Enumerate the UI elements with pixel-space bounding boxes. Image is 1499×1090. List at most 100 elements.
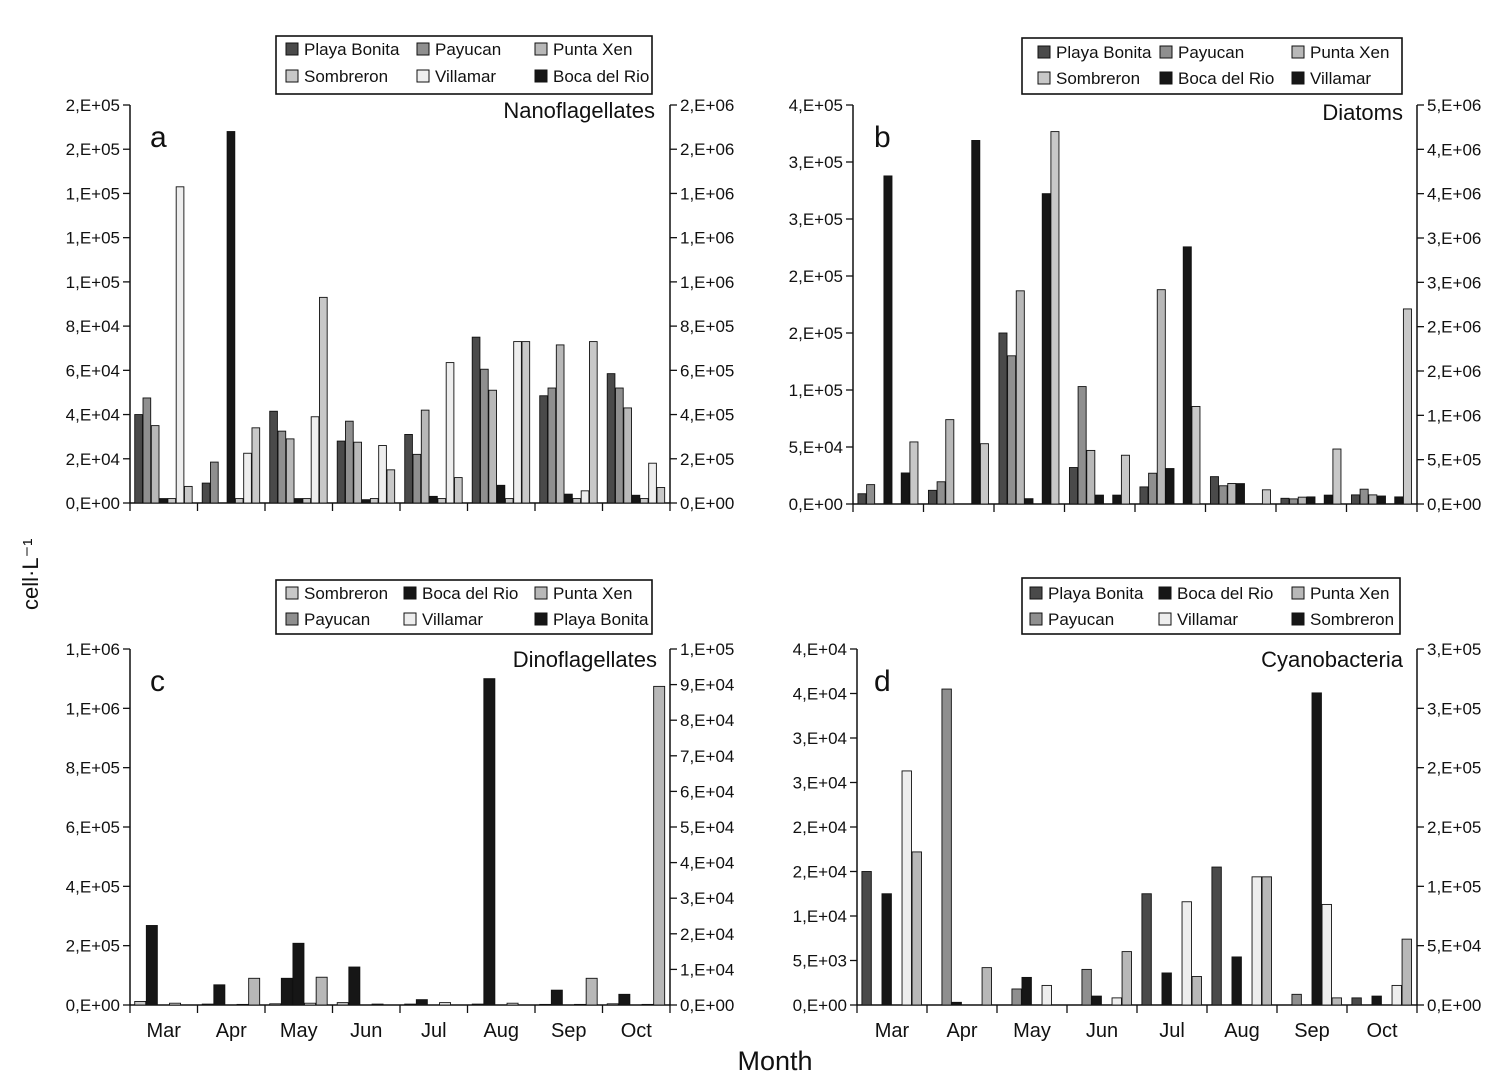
bar [488,389,497,504]
bar [653,685,666,1006]
legend-swatch [1291,612,1305,626]
bar [857,493,867,505]
bar [369,498,379,504]
legend-swatch [534,612,548,626]
bar [269,1003,282,1006]
bar [585,977,598,1006]
legend-box [275,579,653,635]
legend-box [1021,37,1403,95]
bar [1024,498,1034,505]
bar [1350,494,1360,505]
bar [454,477,463,504]
bar [496,484,506,504]
month-label: Apr [946,1020,977,1042]
bar [1191,976,1202,1006]
right-tick-label: 1,E+06 [680,229,734,248]
bar [606,1003,619,1006]
left-tick-label: 3,E+05 [789,153,843,172]
y-axis-title: cell·L⁻¹ [18,538,43,610]
bar [437,498,447,504]
bar [483,678,496,1006]
right-tick-label: 7,E+04 [680,747,734,766]
panel-title: Dinoflagellates [513,647,657,672]
legend-label: Punta Xen [1310,584,1389,603]
bar [927,489,937,505]
right-tick-label: 2,E+06 [680,140,734,159]
legend-label: Playa Bonita [304,40,400,59]
bar [142,397,152,504]
bar [201,482,211,504]
legend-swatch [534,586,548,600]
left-tick-label: 4,E+05 [66,877,120,896]
bar [883,175,893,505]
bar [572,498,582,504]
legend-swatch [285,586,299,600]
legend-label: Payucan [304,610,370,629]
right-tick-label: 2,E+05 [1427,818,1481,837]
bar [941,688,952,1006]
legend-label: Villamar [1177,610,1238,629]
bar [1261,489,1271,505]
right-tick-label: 2,E+06 [1427,318,1481,337]
left-tick-label: 0,E+00 [793,996,847,1015]
left-tick-label: 8,E+05 [66,759,120,778]
bar [539,395,548,504]
bar [1050,131,1060,505]
panel-title: Cyanobacteria [1261,647,1404,672]
month-label: Jul [421,1020,447,1042]
bar [506,1002,519,1006]
legend-box [275,35,653,95]
legend-label: Payucan [1178,43,1244,62]
legend-label: Sombreron [1310,610,1394,629]
month-label: Apr [216,1020,247,1042]
left-tick-label: 0,E+00 [66,996,120,1015]
bar [345,420,354,504]
left-tick-label: 2,E+05 [66,96,120,115]
bar [1121,951,1132,1006]
left-tick-label: 2,E+04 [793,863,847,882]
legend-label: Payucan [435,40,501,59]
legend-swatch [1291,586,1305,600]
right-tick-label: 5,E+04 [680,818,734,837]
right-tick-label: 3,E+05 [1427,699,1481,718]
bar [1231,956,1242,1006]
bar [315,976,328,1006]
month-label: May [1013,1020,1051,1042]
bar [909,441,919,505]
bar [1021,976,1032,1006]
month-label: Jul [1159,1020,1185,1042]
bar [580,490,590,504]
left-tick-label: 1,E+05 [66,273,120,292]
legend-label: Villamar [422,610,483,629]
panel-a: 0,E+00 2,E+04 4,E+04 6,E+04 8,E+04 1,E+05 1,E+… [66,35,734,513]
right-tick-label: 4,E+06 [1427,185,1481,204]
panel-title: Diatoms [1322,100,1403,125]
panel-d: 0,E+00 5,E+03 1,E+04 2,E+04 2,E+04 3,E+04 3,E+… [793,577,1481,1042]
bar [1165,468,1175,505]
bar [404,1003,417,1006]
bar [404,434,413,504]
right-tick-label: 4,E+04 [680,854,734,873]
bar [1321,903,1332,1006]
legend-swatch [416,42,430,56]
right-tick-label: 1,E+06 [1427,406,1481,425]
left-tick-label: 1,E+06 [66,699,120,718]
month-label: Aug [1224,1020,1260,1042]
right-tick-label: 6,E+04 [680,782,734,801]
legend-swatch [1291,71,1305,85]
bar [1368,494,1378,505]
bar [555,344,565,504]
bar [251,427,261,504]
left-tick-label: 1,E+05 [66,184,120,203]
left-tick-label: 2,E+04 [66,450,120,469]
legend-label: Boca del Rio [1178,69,1274,88]
bar [574,1003,587,1006]
legend-label: Punta Xen [553,40,632,59]
bar [979,443,989,505]
legend-swatch [416,69,430,83]
bar [348,966,361,1006]
bar [1218,485,1228,505]
bar [1251,876,1262,1006]
bar [1359,488,1369,505]
bar [1211,866,1222,1006]
